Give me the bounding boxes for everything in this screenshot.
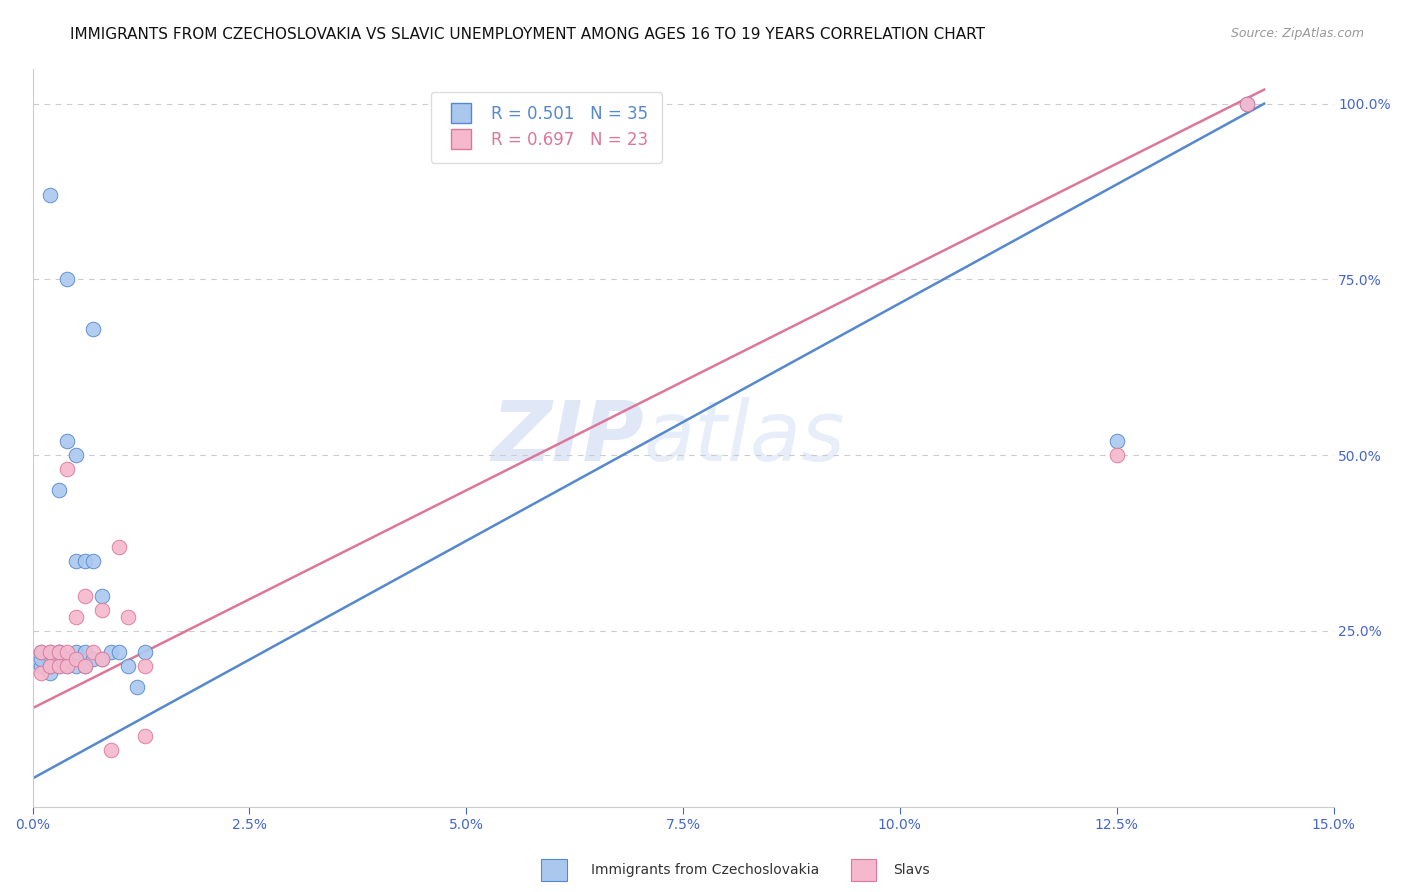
Text: Immigrants from Czechoslovakia: Immigrants from Czechoslovakia <box>591 863 818 877</box>
Text: Source: ZipAtlas.com: Source: ZipAtlas.com <box>1230 27 1364 40</box>
Point <box>1105 434 1128 448</box>
Point <box>108 645 131 659</box>
Point <box>1236 96 1258 111</box>
Point <box>65 448 87 462</box>
Point <box>65 645 87 659</box>
Point <box>134 645 156 659</box>
Text: ZIP: ZIP <box>491 397 644 478</box>
Point <box>117 659 139 673</box>
Point <box>48 645 70 659</box>
Point <box>1105 448 1128 462</box>
Text: Slavs: Slavs <box>893 863 929 877</box>
Point <box>48 659 70 673</box>
Point <box>56 659 79 673</box>
Point <box>38 645 60 659</box>
Text: IMMIGRANTS FROM CZECHOSLOVAKIA VS SLAVIC UNEMPLOYMENT AMONG AGES 16 TO 19 YEARS : IMMIGRANTS FROM CZECHOSLOVAKIA VS SLAVIC… <box>70 27 986 42</box>
Point <box>48 659 70 673</box>
Point <box>100 645 122 659</box>
Point <box>125 680 148 694</box>
Point <box>30 652 52 666</box>
Point <box>48 645 70 659</box>
Point <box>65 609 87 624</box>
Legend: R = 0.501   N = 35, R = 0.697   N = 23: R = 0.501 N = 35, R = 0.697 N = 23 <box>432 92 662 162</box>
Point <box>100 743 122 757</box>
Point <box>65 659 87 673</box>
Point <box>90 589 112 603</box>
Point <box>90 652 112 666</box>
Point <box>30 645 52 659</box>
Point <box>134 659 156 673</box>
Point <box>48 645 70 659</box>
Point <box>38 188 60 202</box>
Point <box>1236 96 1258 111</box>
Point <box>56 659 79 673</box>
Point <box>117 609 139 624</box>
Point <box>82 652 104 666</box>
Point <box>38 659 60 673</box>
Point <box>38 645 60 659</box>
Point <box>90 652 112 666</box>
Point <box>30 645 52 659</box>
Point <box>134 729 156 743</box>
Point <box>56 652 79 666</box>
Point <box>38 666 60 681</box>
Point <box>38 659 60 673</box>
Point <box>65 553 87 567</box>
Point <box>82 553 104 567</box>
Point <box>30 659 52 673</box>
Point <box>65 652 87 666</box>
Point <box>56 645 79 659</box>
Point <box>56 272 79 286</box>
Point <box>73 645 96 659</box>
Point <box>73 659 96 673</box>
Point <box>56 434 79 448</box>
Point <box>73 659 96 673</box>
Point <box>48 652 70 666</box>
Point <box>82 321 104 335</box>
Point <box>108 540 131 554</box>
Text: atlas: atlas <box>644 397 845 478</box>
Point <box>56 462 79 476</box>
Point <box>73 589 96 603</box>
Point <box>48 483 70 498</box>
Point <box>73 553 96 567</box>
Point <box>82 645 104 659</box>
Point <box>90 603 112 617</box>
Point <box>30 666 52 681</box>
